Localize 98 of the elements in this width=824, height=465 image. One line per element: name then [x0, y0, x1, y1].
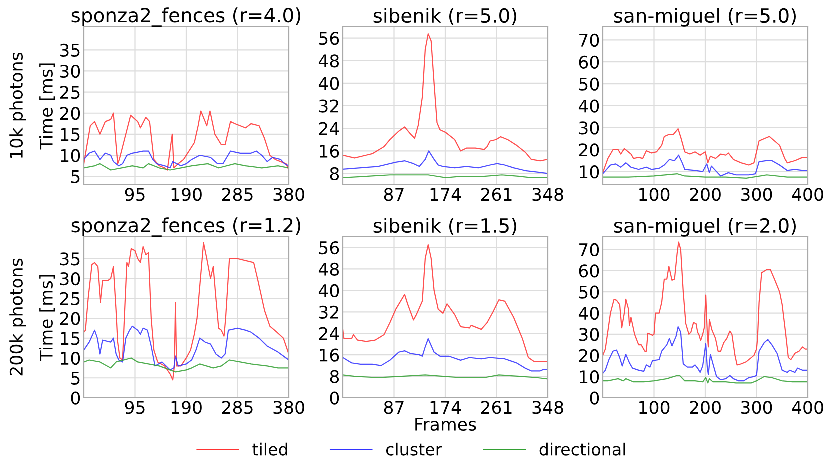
- x-tick-label: 174: [430, 401, 462, 414]
- x-tick-label: 95: [125, 188, 145, 202]
- y-tick-label: 0: [71, 392, 80, 405]
- y-tick-label: 40: [578, 306, 600, 320]
- y-tick-label: 30: [60, 272, 80, 286]
- line-series: [603, 128, 808, 174]
- x-tick-label: 348: [532, 188, 564, 202]
- line-series: [343, 34, 548, 162]
- y-tick-label: 70: [580, 34, 600, 48]
- y-tick-label: 0: [590, 392, 600, 405]
- y-tick-label: 16: [320, 144, 340, 158]
- chart-title: san-miguel (r=2.0): [614, 218, 796, 237]
- line-series: [84, 150, 289, 169]
- x-tick-label: 174: [430, 188, 462, 201]
- line-series: [84, 163, 289, 171]
- y-tick-label: 40: [318, 77, 340, 90]
- x-tick-label: 285: [222, 401, 253, 414]
- line-series: [343, 150, 548, 174]
- y-tick-label: 8: [330, 167, 340, 181]
- x-tick-label: 261: [481, 401, 512, 414]
- y-tick-label: 40: [578, 100, 600, 113]
- x-tick-label: 200: [690, 188, 721, 202]
- x-tick-label: 380: [274, 188, 304, 202]
- y-tick-label: 56: [319, 32, 340, 46]
- y-tick-label: 20: [579, 144, 600, 157]
- chart-title: san-miguel (r=5.0): [614, 8, 796, 27]
- line-series: [84, 110, 289, 171]
- y-tick-label: 35: [60, 252, 80, 266]
- legend-label: directional: [540, 442, 626, 456]
- y-tick-label: 30: [60, 64, 80, 78]
- line-series: [84, 326, 289, 371]
- y-tick-label: 30: [579, 328, 600, 342]
- chart-title: sibenik (r=5.0): [374, 8, 517, 26]
- x-tick-label: 100: [640, 188, 670, 202]
- chart-title: sponza2_fences (r=1.2): [72, 218, 301, 237]
- y-tick-label: 5: [72, 170, 80, 184]
- x-tick-label: 400: [792, 188, 824, 202]
- line-series: [84, 242, 289, 381]
- x-axis-title: Frames: [416, 418, 476, 432]
- chart-title: sponza2_fences (r=4.0): [72, 8, 301, 27]
- y-tick-label: 24: [319, 327, 340, 340]
- y-tick-label: 60: [579, 264, 600, 278]
- y-tick-label: 20: [579, 349, 600, 362]
- x-tick-label: 285: [222, 188, 253, 202]
- y-tick-label: 60: [579, 56, 600, 69]
- text: 10k photons: [10, 52, 26, 158]
- text: 200k photons: [10, 258, 26, 376]
- y-tick-label: 48: [318, 262, 340, 276]
- y-tick-label: 8: [330, 370, 340, 384]
- y-tick-label: 24: [319, 122, 340, 136]
- y-tick-label: 50: [579, 78, 600, 91]
- y-tick-label: 32: [319, 306, 338, 319]
- y-axis-title: Time [ms]: [40, 64, 56, 150]
- y-tick-label: 10: [580, 370, 600, 384]
- y-tick-label: 10: [61, 149, 80, 162]
- y-tick-label: 20: [60, 312, 80, 326]
- y-tick-label: 15: [61, 332, 80, 346]
- line-series: [603, 154, 808, 177]
- x-tick-label: 300: [742, 401, 772, 414]
- y-axis-title: Time [ms]: [40, 275, 56, 362]
- y-tick-label: 0: [330, 392, 340, 405]
- x-tick-label: 380: [274, 401, 304, 414]
- line-series: [603, 242, 808, 366]
- line-series: [343, 338, 548, 372]
- x-tick-label: 190: [172, 401, 202, 414]
- y-tick-label: 70: [580, 243, 600, 257]
- x-tick-label: 400: [792, 401, 824, 414]
- x-tick-label: 348: [532, 401, 564, 414]
- x-tick-label: 300: [742, 188, 772, 202]
- y-tick-label: 15: [61, 128, 80, 142]
- y-tick-label: 30: [579, 122, 600, 135]
- y-tick-label: 20: [60, 107, 80, 120]
- y-tick-label: 40: [318, 284, 340, 298]
- x-tick-label: 95: [125, 401, 145, 414]
- y-tick-label: 10: [61, 352, 80, 366]
- line-series: [603, 326, 808, 382]
- y-tick-label: 35: [60, 44, 80, 58]
- y-tick-label: 25: [60, 86, 80, 100]
- y-tick-label: 32: [319, 100, 338, 113]
- y-tick-label: 48: [318, 54, 340, 68]
- x-tick-label: 87: [384, 401, 404, 414]
- y-tick-label: 16: [320, 348, 340, 362]
- y-tick-label: 5: [72, 372, 80, 385]
- x-tick-label: 261: [481, 188, 512, 202]
- line-series: [84, 358, 289, 373]
- x-tick-label: 87: [384, 188, 404, 202]
- y-tick-label: 25: [60, 292, 80, 306]
- x-tick-label: 190: [172, 188, 202, 202]
- line-series: [343, 244, 548, 362]
- legend-label: tiled: [252, 442, 288, 456]
- line-series: [603, 375, 808, 384]
- x-tick-label: 200: [690, 401, 721, 414]
- chart-title: sibenik (r=1.5): [374, 218, 517, 236]
- y-tick-label: 10: [580, 166, 600, 179]
- x-tick-label: 100: [640, 401, 670, 414]
- y-tick-label: 50: [579, 286, 600, 299]
- y-tick-label: 56: [319, 241, 340, 255]
- legend-label: cluster: [386, 442, 442, 456]
